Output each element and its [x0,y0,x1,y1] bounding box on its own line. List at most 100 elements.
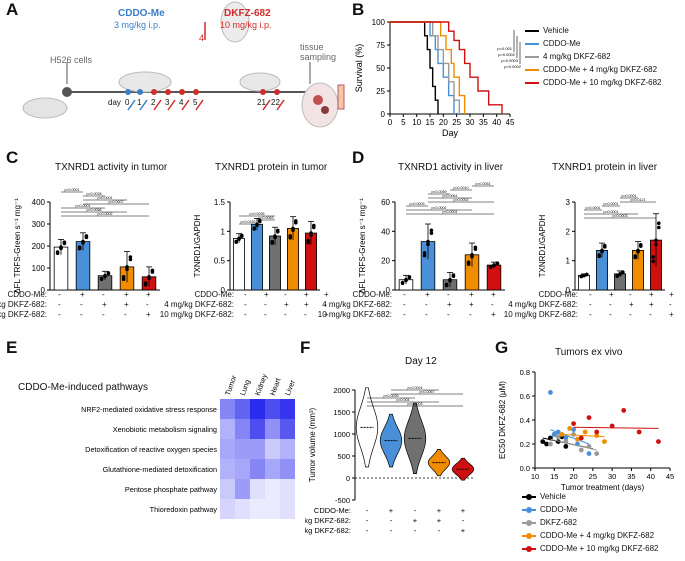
y-axis-label: ΔFL TRFS-Green s⁻¹ mg⁻¹ [358,198,367,294]
treatment-row-label: CDDO-Me: [7,290,47,299]
data-point [451,273,456,277]
treatment-sign: + [413,516,418,525]
data-point [239,233,244,238]
data-point [309,231,313,235]
scatter-point [578,435,584,441]
legend-dot [526,532,532,539]
pvalue-label: p=0.0026 [383,394,398,398]
y-tick-label: 100 [372,18,386,27]
heatmap-cell [250,479,265,499]
legend-label: CDDO-Me + 4 mg/kg DKFZ-682 [543,65,658,74]
data-point [103,273,107,278]
heatmap-cell [235,499,250,519]
y-tick-label: 300 [32,220,46,229]
x-tick-label: 40 [492,118,501,127]
y-tick-label: 0 [566,286,571,295]
heatmap-row-label: NRF2-mediated oxidative stress response [81,405,217,414]
data-point [255,222,259,227]
data-point [651,259,656,264]
treatment-sign: + [437,506,442,515]
scatter-point [567,426,573,431]
data-point [311,223,316,228]
y-axis-label: ΔFL TRFS-Green s⁻¹ mg⁻¹ [13,198,22,294]
scatter-point [555,429,561,435]
heatmap-cell [220,479,235,499]
mouse-icon-right [239,72,281,92]
data-point [633,254,638,258]
treatment-row-label: 4 mg/kg DKFZ-682: [164,300,234,309]
scatter-point [548,390,553,395]
scatter-point [609,423,615,429]
heatmap-cell [280,419,295,439]
legend-item: CDDO-Me [525,39,580,48]
pvalue-label: p=0.0003 [612,214,627,218]
legend-swatch [522,545,536,552]
treatment-sign: + [389,506,394,515]
c-protein-title: TXNRD1 protein in tumor [215,162,328,173]
heatmap-cell [280,479,295,499]
treatment-sign: + [491,310,496,319]
pvalue-label: p<0.0001 [75,204,90,208]
treatment-sign: - [366,526,369,535]
x-tick-label: 5 [401,118,406,127]
y-tick-label: 0.6 [520,392,530,401]
data-point [125,265,129,269]
scatter-point [656,439,661,444]
treatment-sign: - [304,310,307,319]
y-tick-label: 400 [32,198,46,207]
day-3: 3 [165,98,170,107]
panel-e-letter: E [6,338,18,357]
pvalue-label: p=0.0007 [108,200,123,204]
heatmap-column-label: Lung [238,378,252,396]
data-point [62,240,67,244]
y-tick-label: 0.8 [520,368,530,377]
data-point [121,277,126,282]
legend-item: CDDO-Me + 10 mg/kg DKFZ-682 [522,544,658,553]
y-tick-label: 0.5 [214,257,226,266]
data-point [654,242,658,247]
treatment-sign: - [447,310,450,319]
scatter-point [563,435,569,441]
treatment-sign: + [80,290,85,299]
scatter-point [621,408,627,413]
data-point [579,274,584,279]
heatmap-cell [280,459,295,479]
ec50-scatter-chart: 0.8 0.6 0.4 0.2 0.010 15 20 25 30 35 40 45 Tumor tre… [498,368,674,492]
day-21: 21 [257,98,266,107]
heatmap-cell [265,439,280,459]
h526-label: H526 cells [50,55,93,65]
treatment-sign: - [589,310,592,319]
treatment-sign: + [425,290,430,299]
treatment-sign: + [146,310,151,319]
y-tick-label: 75 [376,41,385,50]
tumor-volume-chart: 2000 1500 1000 500 0 -500 Tumor volume (mm³) p=… [305,386,475,535]
treatment-sign: - [403,300,406,309]
treatment-sign: - [629,290,632,299]
data-point [636,248,640,253]
treatment-sign: - [264,310,267,319]
treatment-sign: + [669,310,674,319]
y-tick-label: -500 [335,496,350,505]
treatment-sign: - [366,516,369,525]
x-axis-label: Tumor treatment (days) [561,483,645,492]
data-point [99,276,104,281]
y-axis-label: Tumor volume (mm³) [308,407,317,482]
g-title-text: Tumors ex vivo [555,347,623,358]
data-point [150,268,155,273]
pvalue-label: p=0.0059 [431,190,446,194]
dkfz-title: DKFZ-682 [224,8,271,19]
data-point [638,242,643,247]
treatment-sign: + [324,290,329,299]
y-tick-label: 200 [32,242,46,251]
treatment-sign: - [244,290,247,299]
survival-line [390,21,461,114]
pvalue-label: p=0.0035 [249,212,264,216]
pvalue-label: p=0.0002 [453,198,468,202]
fit-line [573,426,659,429]
x-tick-label: 30 [466,118,475,127]
treatment-sign: - [102,290,105,299]
x-tick-label: 20 [569,472,577,481]
y-tick-label: 0.4 [520,416,530,425]
data-point [291,226,295,231]
